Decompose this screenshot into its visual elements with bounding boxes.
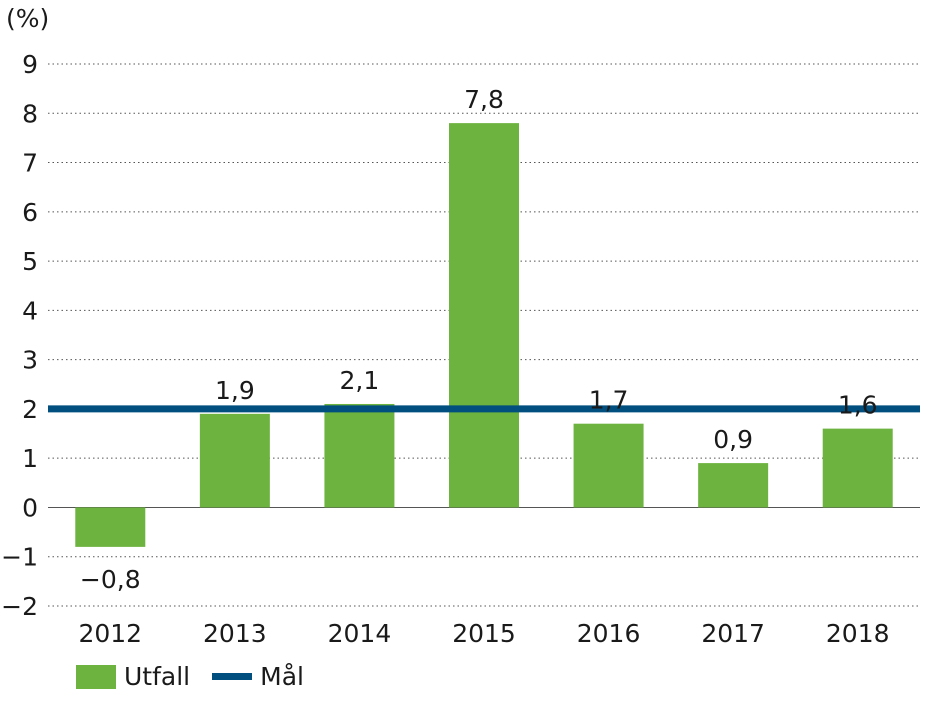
y-tick-label: 1: [22, 444, 38, 473]
data-label-2016: 1,7: [589, 386, 629, 415]
data-labels: −0,8 1,9 2,1 7,8 1,7 0,9 1,6: [80, 85, 878, 594]
legend-label-utfall: Utfall: [124, 662, 191, 691]
x-tick-label: 2012: [78, 619, 142, 648]
bar-2016: [573, 423, 644, 508]
y-tick-label: 6: [22, 198, 38, 227]
y-tick-label: −2: [1, 592, 38, 621]
data-label-2018: 1,6: [838, 391, 878, 420]
legend-swatch-line: [212, 673, 253, 680]
y-tick-label: 5: [22, 247, 38, 276]
x-tick-label: 2013: [203, 619, 267, 648]
bar-2013: [199, 413, 270, 508]
legend-swatch-bar: [76, 664, 116, 689]
data-label-2014: 2,1: [340, 366, 380, 395]
bar-2012: [75, 507, 146, 547]
x-tick-label: 2018: [826, 619, 890, 648]
legend-item-mal: Mål: [212, 662, 304, 691]
y-tick-label: 7: [22, 149, 38, 178]
bar-2015: [449, 123, 519, 508]
y-axis-unit-label: (%): [6, 4, 50, 33]
x-tick-label: 2016: [577, 619, 641, 648]
legend-label-mal: Mål: [260, 662, 304, 691]
bars: [75, 123, 893, 547]
y-tick-label: 2: [22, 395, 38, 424]
x-tick-label: 2014: [328, 619, 392, 648]
y-tick-label: 3: [22, 346, 38, 375]
y-tick-label: 0: [22, 493, 38, 522]
y-tick-label: −1: [1, 543, 38, 572]
x-tick-label: 2015: [452, 619, 516, 648]
data-label-2012: −0,8: [80, 565, 141, 594]
legend-item-utfall: Utfall: [76, 662, 190, 691]
x-axis-ticks: 2012 2013 2014 2015 2016 2017 2018: [78, 619, 889, 648]
y-tick-label: 8: [22, 99, 38, 128]
y-axis-ticks: −2 −1 0 1 2 3 4 5 6 7 8 9: [1, 50, 38, 621]
data-label-2017: 0,9: [713, 425, 753, 454]
data-label-2013: 1,9: [215, 376, 255, 405]
x-tick-label: 2017: [701, 619, 765, 648]
y-tick-label: 4: [22, 296, 38, 325]
bar-2018: [822, 428, 893, 508]
y-tick-label: 9: [22, 50, 38, 79]
legend: Utfall Mål: [76, 662, 326, 691]
bar-2017: [698, 463, 769, 508]
data-label-2015: 7,8: [464, 85, 504, 114]
bar-2014: [324, 403, 395, 508]
